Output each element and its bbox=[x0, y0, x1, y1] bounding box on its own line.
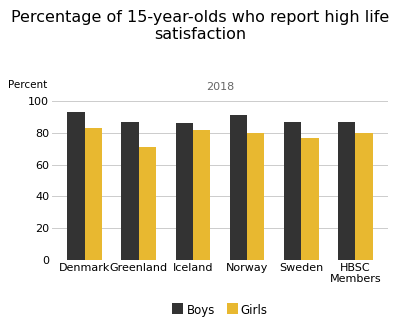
Text: Percentage of 15-year-olds who report high life
satisfaction: Percentage of 15-year-olds who report hi… bbox=[11, 10, 389, 42]
Bar bbox=[193, 130, 210, 260]
Bar bbox=[122, 122, 139, 260]
Text: 2018: 2018 bbox=[206, 82, 234, 92]
Bar bbox=[230, 116, 247, 260]
Bar bbox=[67, 112, 85, 260]
Bar bbox=[301, 138, 318, 260]
Bar bbox=[247, 133, 264, 260]
Bar bbox=[139, 147, 156, 260]
Bar bbox=[176, 123, 193, 260]
Legend: Boys, Girls: Boys, Girls bbox=[168, 299, 272, 321]
Bar bbox=[338, 122, 355, 260]
Bar bbox=[85, 128, 102, 260]
Bar bbox=[355, 133, 373, 260]
Bar bbox=[284, 122, 301, 260]
Text: Percent: Percent bbox=[8, 80, 48, 90]
